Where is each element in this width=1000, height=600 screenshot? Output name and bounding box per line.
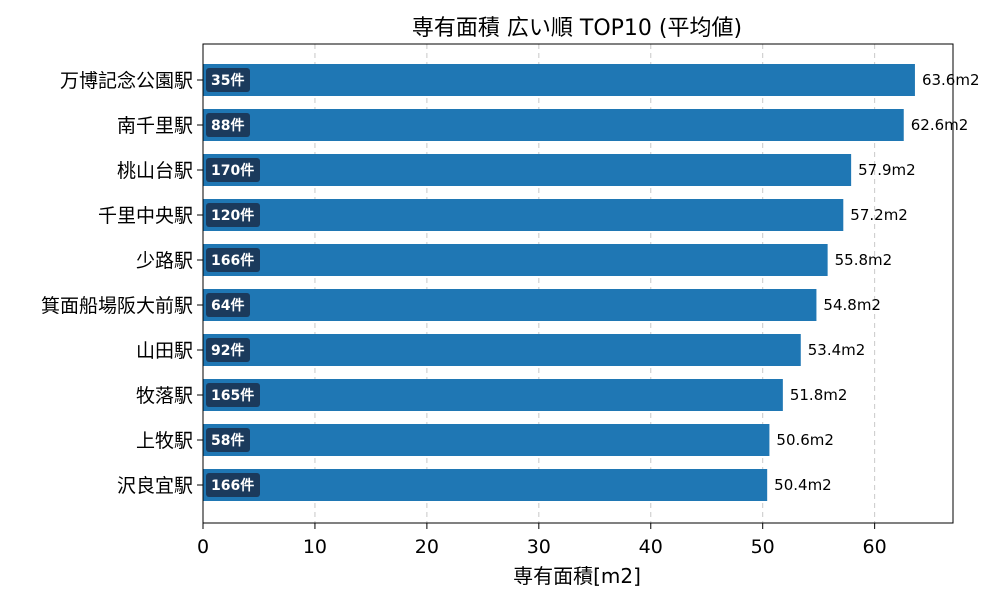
category-label: 山田駅 (136, 340, 193, 362)
value-label: 62.6m2 (911, 116, 969, 134)
bar (203, 199, 844, 231)
category-label: 万博記念公園駅 (60, 69, 193, 92)
category-label: 南千里駅 (117, 115, 193, 137)
x-tick-label: 30 (527, 536, 551, 558)
value-label: 50.4m2 (774, 476, 832, 494)
value-label: 55.8m2 (835, 251, 893, 269)
x-tick-label: 50 (751, 536, 775, 558)
count-badge (206, 293, 250, 317)
x-tick-label: 10 (303, 536, 327, 558)
count-badge (206, 203, 260, 227)
value-label: 50.6m2 (776, 431, 834, 449)
count-badge (206, 248, 260, 272)
count-badge (206, 473, 260, 497)
bar (203, 109, 904, 141)
count-badge (206, 383, 260, 407)
category-label: 牧落駅 (136, 385, 193, 407)
count-label: 35件 (211, 72, 244, 89)
x-axis-label: 専有面積[m2] (513, 564, 641, 588)
category-label: 千里中央駅 (98, 205, 193, 227)
category-label: 上牧駅 (136, 430, 193, 452)
count-label: 170件 (211, 162, 254, 179)
x-tick-label: 40 (639, 536, 663, 558)
bar (203, 64, 915, 96)
count-badge (206, 113, 250, 137)
plot-frame (202, 43, 954, 524)
count-label: 166件 (211, 252, 254, 269)
bar (203, 379, 783, 411)
x-axis-ticks: 0 10 20 30 40 50 60 (197, 523, 887, 558)
value-label: 57.9m2 (858, 161, 916, 179)
bars: 63.6m2 35件 62.6m2 88件 57.9m2 170件 57.2m2 120件 55… (203, 64, 980, 501)
count-badge (206, 68, 250, 92)
count-label: 64件 (211, 297, 244, 314)
count-label: 88件 (211, 117, 244, 134)
count-label: 165件 (211, 387, 254, 404)
count-label: 120件 (211, 207, 254, 224)
category-label: 桃山台駅 (117, 160, 193, 182)
bar (203, 334, 801, 366)
count-label: 58件 (211, 432, 244, 449)
category-label: 沢良宜駅 (117, 475, 193, 497)
count-badge (206, 158, 260, 182)
bar (203, 289, 817, 321)
count-badge (206, 428, 250, 452)
x-tick-label: 60 (863, 536, 887, 558)
category-label: 箕面船場阪大前駅 (41, 295, 193, 317)
count-badge (206, 338, 250, 362)
count-label: 92件 (211, 342, 244, 359)
value-label: 54.8m2 (823, 296, 881, 314)
x-tick-label: 20 (415, 536, 439, 558)
value-label: 57.2m2 (850, 206, 908, 224)
x-tick-label: 0 (197, 536, 209, 558)
bar (203, 244, 828, 276)
bar (203, 424, 770, 456)
category-label: 少路駅 (136, 250, 193, 272)
bar (203, 469, 768, 501)
bar (203, 154, 852, 186)
value-label: 63.6m2 (922, 71, 980, 89)
chart-title: 専有面積 広い順 TOP10 (平均値) (412, 16, 742, 41)
y-axis-categories: 万博記念公園駅南千里駅桃山台駅千里中央駅少路駅箕面船場阪大前駅山田駅牧落駅上牧駅… (41, 69, 203, 497)
value-label: 51.8m2 (790, 386, 848, 404)
value-label: 53.4m2 (808, 341, 866, 359)
count-label: 166件 (211, 477, 254, 494)
